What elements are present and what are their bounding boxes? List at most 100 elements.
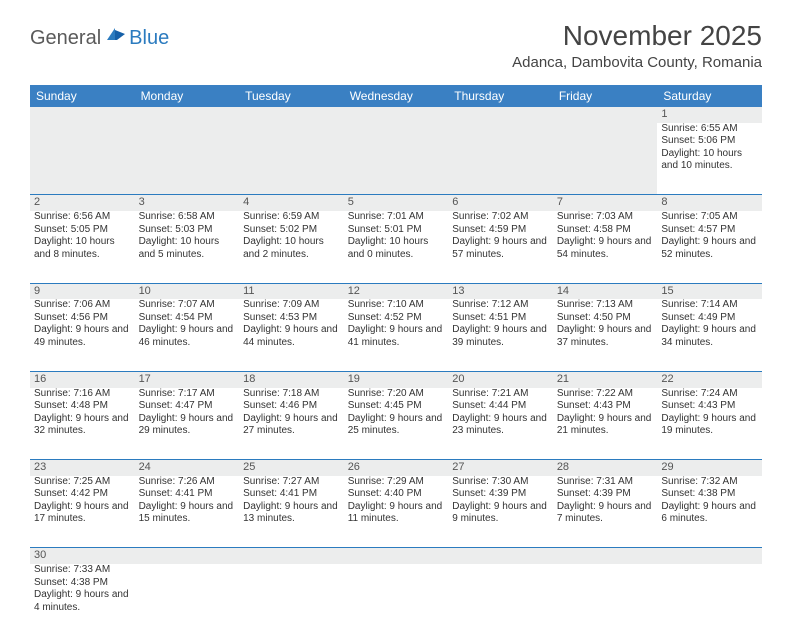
day-data-row: Sunrise: 7:16 AMSunset: 4:48 PMDaylight:… [30,388,762,460]
day-number-cell: 8 [657,195,762,211]
day-detail: Sunrise: 6:58 AMSunset: 5:03 PMDaylight:… [139,211,236,261]
day-detail: Sunrise: 7:21 AMSunset: 4:44 PMDaylight:… [452,388,549,438]
day-number-cell [657,548,762,564]
day-data-cell: Sunrise: 7:29 AMSunset: 4:40 PMDaylight:… [344,476,449,548]
day-data-cell: Sunrise: 7:30 AMSunset: 4:39 PMDaylight:… [448,476,553,548]
logo: General Blue [30,26,169,50]
day-number-cell [448,548,553,564]
day-data-cell: Sunrise: 7:17 AMSunset: 4:47 PMDaylight:… [135,388,240,460]
day-data-cell [657,564,762,636]
day-detail: Sunrise: 7:07 AMSunset: 4:54 PMDaylight:… [139,299,236,349]
day-number-row: 9101112131415 [30,283,762,299]
day-data-cell [553,123,658,195]
day-number-row: 23242526272829 [30,460,762,476]
day-data-cell: Sunrise: 7:25 AMSunset: 4:42 PMDaylight:… [30,476,135,548]
title-block: November 2025 Adanca, Dambovita County, … [512,20,762,71]
day-detail: Sunrise: 7:24 AMSunset: 4:43 PMDaylight:… [661,388,758,438]
month-title: November 2025 [512,20,762,52]
day-number-cell [553,107,658,123]
day-number-cell: 4 [239,195,344,211]
day-number-cell [30,107,135,123]
day-number-cell: 19 [344,371,449,387]
day-number-cell: 30 [30,548,135,564]
day-detail: Sunrise: 7:18 AMSunset: 4:46 PMDaylight:… [243,388,340,438]
day-data-cell: Sunrise: 6:56 AMSunset: 5:05 PMDaylight:… [30,211,135,283]
day-detail: Sunrise: 7:27 AMSunset: 4:41 PMDaylight:… [243,476,340,526]
day-number-row: 1 [30,107,762,123]
day-data-cell: Sunrise: 6:59 AMSunset: 5:02 PMDaylight:… [239,211,344,283]
day-number-cell: 25 [239,460,344,476]
day-detail: Sunrise: 7:30 AMSunset: 4:39 PMDaylight:… [452,476,549,526]
day-detail: Sunrise: 7:05 AMSunset: 4:57 PMDaylight:… [661,211,758,261]
day-number-cell: 1 [657,107,762,123]
day-number-cell [344,107,449,123]
day-detail: Sunrise: 6:56 AMSunset: 5:05 PMDaylight:… [34,211,131,261]
weekday-header: Wednesday [344,85,449,107]
day-detail: Sunrise: 7:06 AMSunset: 4:56 PMDaylight:… [34,299,131,349]
day-detail: Sunrise: 7:26 AMSunset: 4:41 PMDaylight:… [139,476,236,526]
day-number-row: 2345678 [30,195,762,211]
day-data-cell: Sunrise: 7:24 AMSunset: 4:43 PMDaylight:… [657,388,762,460]
day-data-cell: Sunrise: 7:26 AMSunset: 4:41 PMDaylight:… [135,476,240,548]
day-number-cell: 15 [657,283,762,299]
day-number-cell: 10 [135,283,240,299]
day-number-cell [239,548,344,564]
day-data-row: Sunrise: 7:33 AMSunset: 4:38 PMDaylight:… [30,564,762,636]
day-data-cell: Sunrise: 7:32 AMSunset: 4:38 PMDaylight:… [657,476,762,548]
logo-text-blue: Blue [129,27,169,50]
day-data-cell: Sunrise: 6:58 AMSunset: 5:03 PMDaylight:… [135,211,240,283]
weekday-header: Saturday [657,85,762,107]
day-number-cell: 22 [657,371,762,387]
day-data-cell: Sunrise: 7:05 AMSunset: 4:57 PMDaylight:… [657,211,762,283]
day-number-cell: 20 [448,371,553,387]
day-number-row: 30 [30,548,762,564]
day-data-cell: Sunrise: 7:13 AMSunset: 4:50 PMDaylight:… [553,299,658,371]
day-data-cell: Sunrise: 7:01 AMSunset: 5:01 PMDaylight:… [344,211,449,283]
day-number-cell: 21 [553,371,658,387]
location: Adanca, Dambovita County, Romania [512,54,762,71]
day-number-cell [448,107,553,123]
weekday-header: Tuesday [239,85,344,107]
day-data-cell: Sunrise: 7:03 AMSunset: 4:58 PMDaylight:… [553,211,658,283]
day-detail: Sunrise: 7:13 AMSunset: 4:50 PMDaylight:… [557,299,654,349]
day-detail: Sunrise: 7:12 AMSunset: 4:51 PMDaylight:… [452,299,549,349]
day-data-row: Sunrise: 6:55 AMSunset: 5:06 PMDaylight:… [30,123,762,195]
day-data-cell [448,123,553,195]
day-data-row: Sunrise: 6:56 AMSunset: 5:05 PMDaylight:… [30,211,762,283]
day-detail: Sunrise: 7:16 AMSunset: 4:48 PMDaylight:… [34,388,131,438]
day-number-cell: 18 [239,371,344,387]
day-data-cell [135,123,240,195]
day-data-cell [553,564,658,636]
day-detail: Sunrise: 7:01 AMSunset: 5:01 PMDaylight:… [348,211,445,261]
day-detail: Sunrise: 6:59 AMSunset: 5:02 PMDaylight:… [243,211,340,261]
day-data-cell: Sunrise: 6:55 AMSunset: 5:06 PMDaylight:… [657,123,762,195]
day-data-row: Sunrise: 7:25 AMSunset: 4:42 PMDaylight:… [30,476,762,548]
day-data-cell: Sunrise: 7:12 AMSunset: 4:51 PMDaylight:… [448,299,553,371]
weekday-header-row: Sunday Monday Tuesday Wednesday Thursday… [30,85,762,107]
day-data-cell: Sunrise: 7:09 AMSunset: 4:53 PMDaylight:… [239,299,344,371]
day-number-cell [239,107,344,123]
day-number-cell: 12 [344,283,449,299]
day-data-cell: Sunrise: 7:20 AMSunset: 4:45 PMDaylight:… [344,388,449,460]
day-detail: Sunrise: 7:17 AMSunset: 4:47 PMDaylight:… [139,388,236,438]
day-detail: Sunrise: 7:33 AMSunset: 4:38 PMDaylight:… [34,564,131,614]
day-number-cell [135,107,240,123]
day-detail: Sunrise: 7:03 AMSunset: 4:58 PMDaylight:… [557,211,654,261]
day-number-row: 16171819202122 [30,371,762,387]
logo-flag-icon [105,26,127,44]
day-number-cell: 17 [135,371,240,387]
weekday-header: Monday [135,85,240,107]
day-number-cell: 6 [448,195,553,211]
day-data-cell [448,564,553,636]
day-data-cell [239,123,344,195]
day-data-row: Sunrise: 7:06 AMSunset: 4:56 PMDaylight:… [30,299,762,371]
day-detail: Sunrise: 7:29 AMSunset: 4:40 PMDaylight:… [348,476,445,526]
day-detail: Sunrise: 6:55 AMSunset: 5:06 PMDaylight:… [661,123,758,173]
day-data-cell [344,123,449,195]
day-data-cell: Sunrise: 7:10 AMSunset: 4:52 PMDaylight:… [344,299,449,371]
day-data-cell: Sunrise: 7:22 AMSunset: 4:43 PMDaylight:… [553,388,658,460]
day-data-cell: Sunrise: 7:02 AMSunset: 4:59 PMDaylight:… [448,211,553,283]
day-data-cell [344,564,449,636]
day-number-cell [135,548,240,564]
day-detail: Sunrise: 7:32 AMSunset: 4:38 PMDaylight:… [661,476,758,526]
